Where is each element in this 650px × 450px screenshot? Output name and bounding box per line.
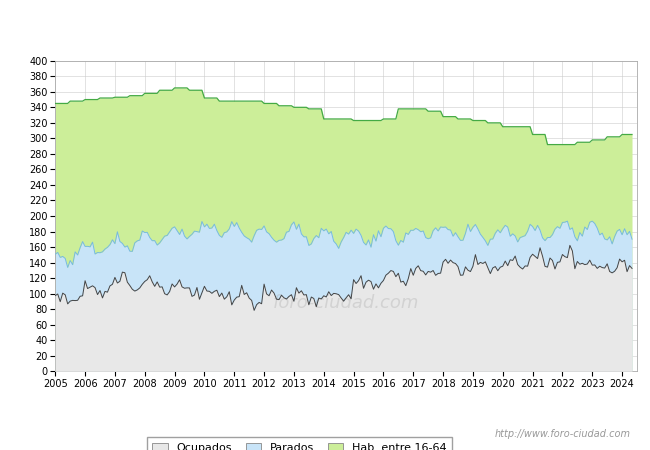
Text: foro-ciudad.com: foro-ciudad.com [273,294,419,312]
Text: Torrequemada - Evolucion de la poblacion en edad de Trabajar Mayo de 2024: Torrequemada - Evolucion de la poblacion… [67,21,583,34]
Text: http://www.foro-ciudad.com: http://www.foro-ciudad.com [495,429,630,439]
Legend: Ocupados, Parados, Hab. entre 16-64: Ocupados, Parados, Hab. entre 16-64 [147,437,452,450]
